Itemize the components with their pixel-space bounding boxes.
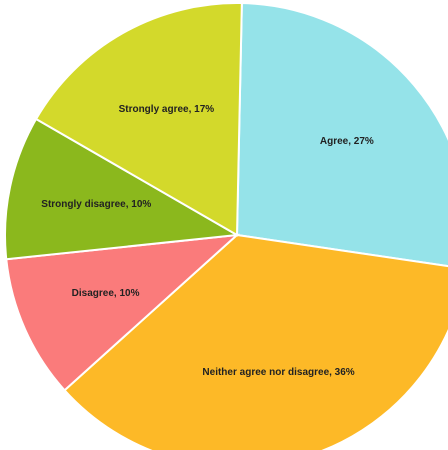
pie-slice bbox=[5, 233, 240, 392]
pie-slice bbox=[34, 2, 243, 237]
slice-label: Neither agree nor disagree, 36% bbox=[202, 366, 355, 378]
pie-slice bbox=[4, 117, 241, 261]
pie-slice bbox=[63, 233, 448, 450]
slice-label: Disagree, 10% bbox=[71, 287, 140, 299]
slice-label: Strongly disagree, 10% bbox=[41, 199, 152, 211]
slice-label: Agree, 27% bbox=[319, 136, 374, 148]
pie-slice bbox=[235, 2, 448, 268]
slice-label: Strongly agree, 17% bbox=[118, 103, 215, 115]
